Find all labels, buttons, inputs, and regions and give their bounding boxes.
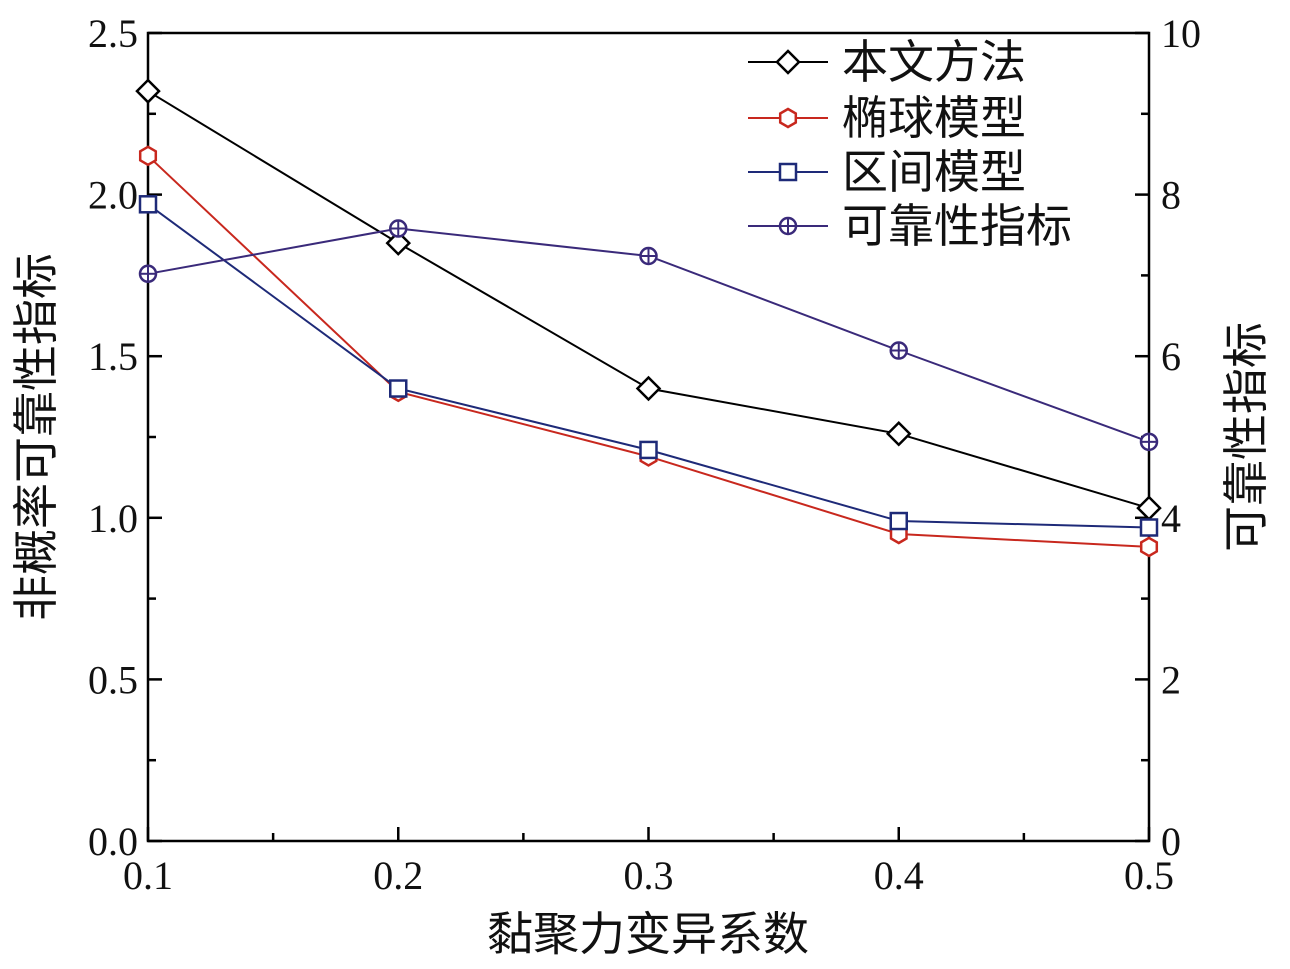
legend-marker	[778, 216, 798, 236]
data-point-series-1	[885, 421, 912, 447]
x-tick-label: 0.3	[624, 853, 674, 898]
data-point-series-3	[889, 511, 908, 531]
y-right-tick-label: 10	[1161, 11, 1201, 56]
data-point-series-1	[135, 78, 161, 104]
y-right-tick-label: 2	[1161, 657, 1181, 702]
x-axis-title: 黏聚力变异系数	[487, 907, 809, 961]
tick-labels: 0.1 0.2 0.3 0.4 0.5 0.0 0.5 1.0 1.5 2.0 2.5 0 2 4 6 8 10	[88, 11, 1201, 898]
data-point-series-1	[635, 375, 662, 402]
data-point-series-3	[138, 195, 158, 214]
y-left-tick-label: 1.0	[88, 496, 138, 541]
data-point-series-4	[889, 341, 908, 360]
data-point-series-4	[1139, 432, 1159, 452]
y-right-tick-label: 6	[1161, 334, 1181, 379]
series-layer	[135, 78, 1162, 558]
data-point-series-4	[639, 246, 658, 266]
y-left-tick-label: 0.5	[88, 657, 138, 702]
y-right-tick-label: 8	[1161, 173, 1181, 218]
legend-label: 区间模型	[842, 145, 1026, 199]
data-point-series-4	[138, 264, 158, 284]
y-axis-right-title: 可靠性指标	[1219, 322, 1273, 552]
x-tick-label: 0.2	[373, 853, 423, 898]
legend-marker	[778, 162, 798, 182]
x-tick-label: 0.1	[123, 853, 173, 898]
data-point-series-2	[1139, 536, 1159, 558]
y-left-tick-label: 2.5	[88, 11, 138, 56]
data-point-series-1	[385, 230, 412, 256]
y-left-tick-label: 0.0	[88, 819, 138, 864]
y-right-tick-label: 0	[1161, 819, 1181, 864]
data-point-series-2	[138, 145, 158, 167]
y-right-tick-label: 4	[1161, 496, 1181, 541]
y-left-tick-label: 1.5	[88, 334, 138, 379]
data-point-series-1	[1136, 495, 1162, 521]
tick-marks	[146, 31, 1151, 843]
legend-label: 本文方法	[842, 35, 1026, 89]
data-point-series-4	[389, 219, 408, 238]
y-left-tick-label: 2.0	[88, 173, 138, 218]
legend-label: 可靠性指标	[842, 199, 1072, 253]
legend-marker	[775, 49, 801, 75]
x-tick-label: 0.4	[874, 853, 924, 898]
legend-label: 椭球模型	[842, 91, 1026, 145]
data-point-series-3	[389, 379, 408, 398]
x-tick-label: 0.5	[1124, 853, 1174, 898]
data-point-series-3	[639, 440, 658, 460]
y-axis-left-title: 非概率可靠性指标	[9, 253, 63, 621]
data-point-series-3	[1139, 518, 1159, 537]
legend-marker	[778, 107, 798, 129]
